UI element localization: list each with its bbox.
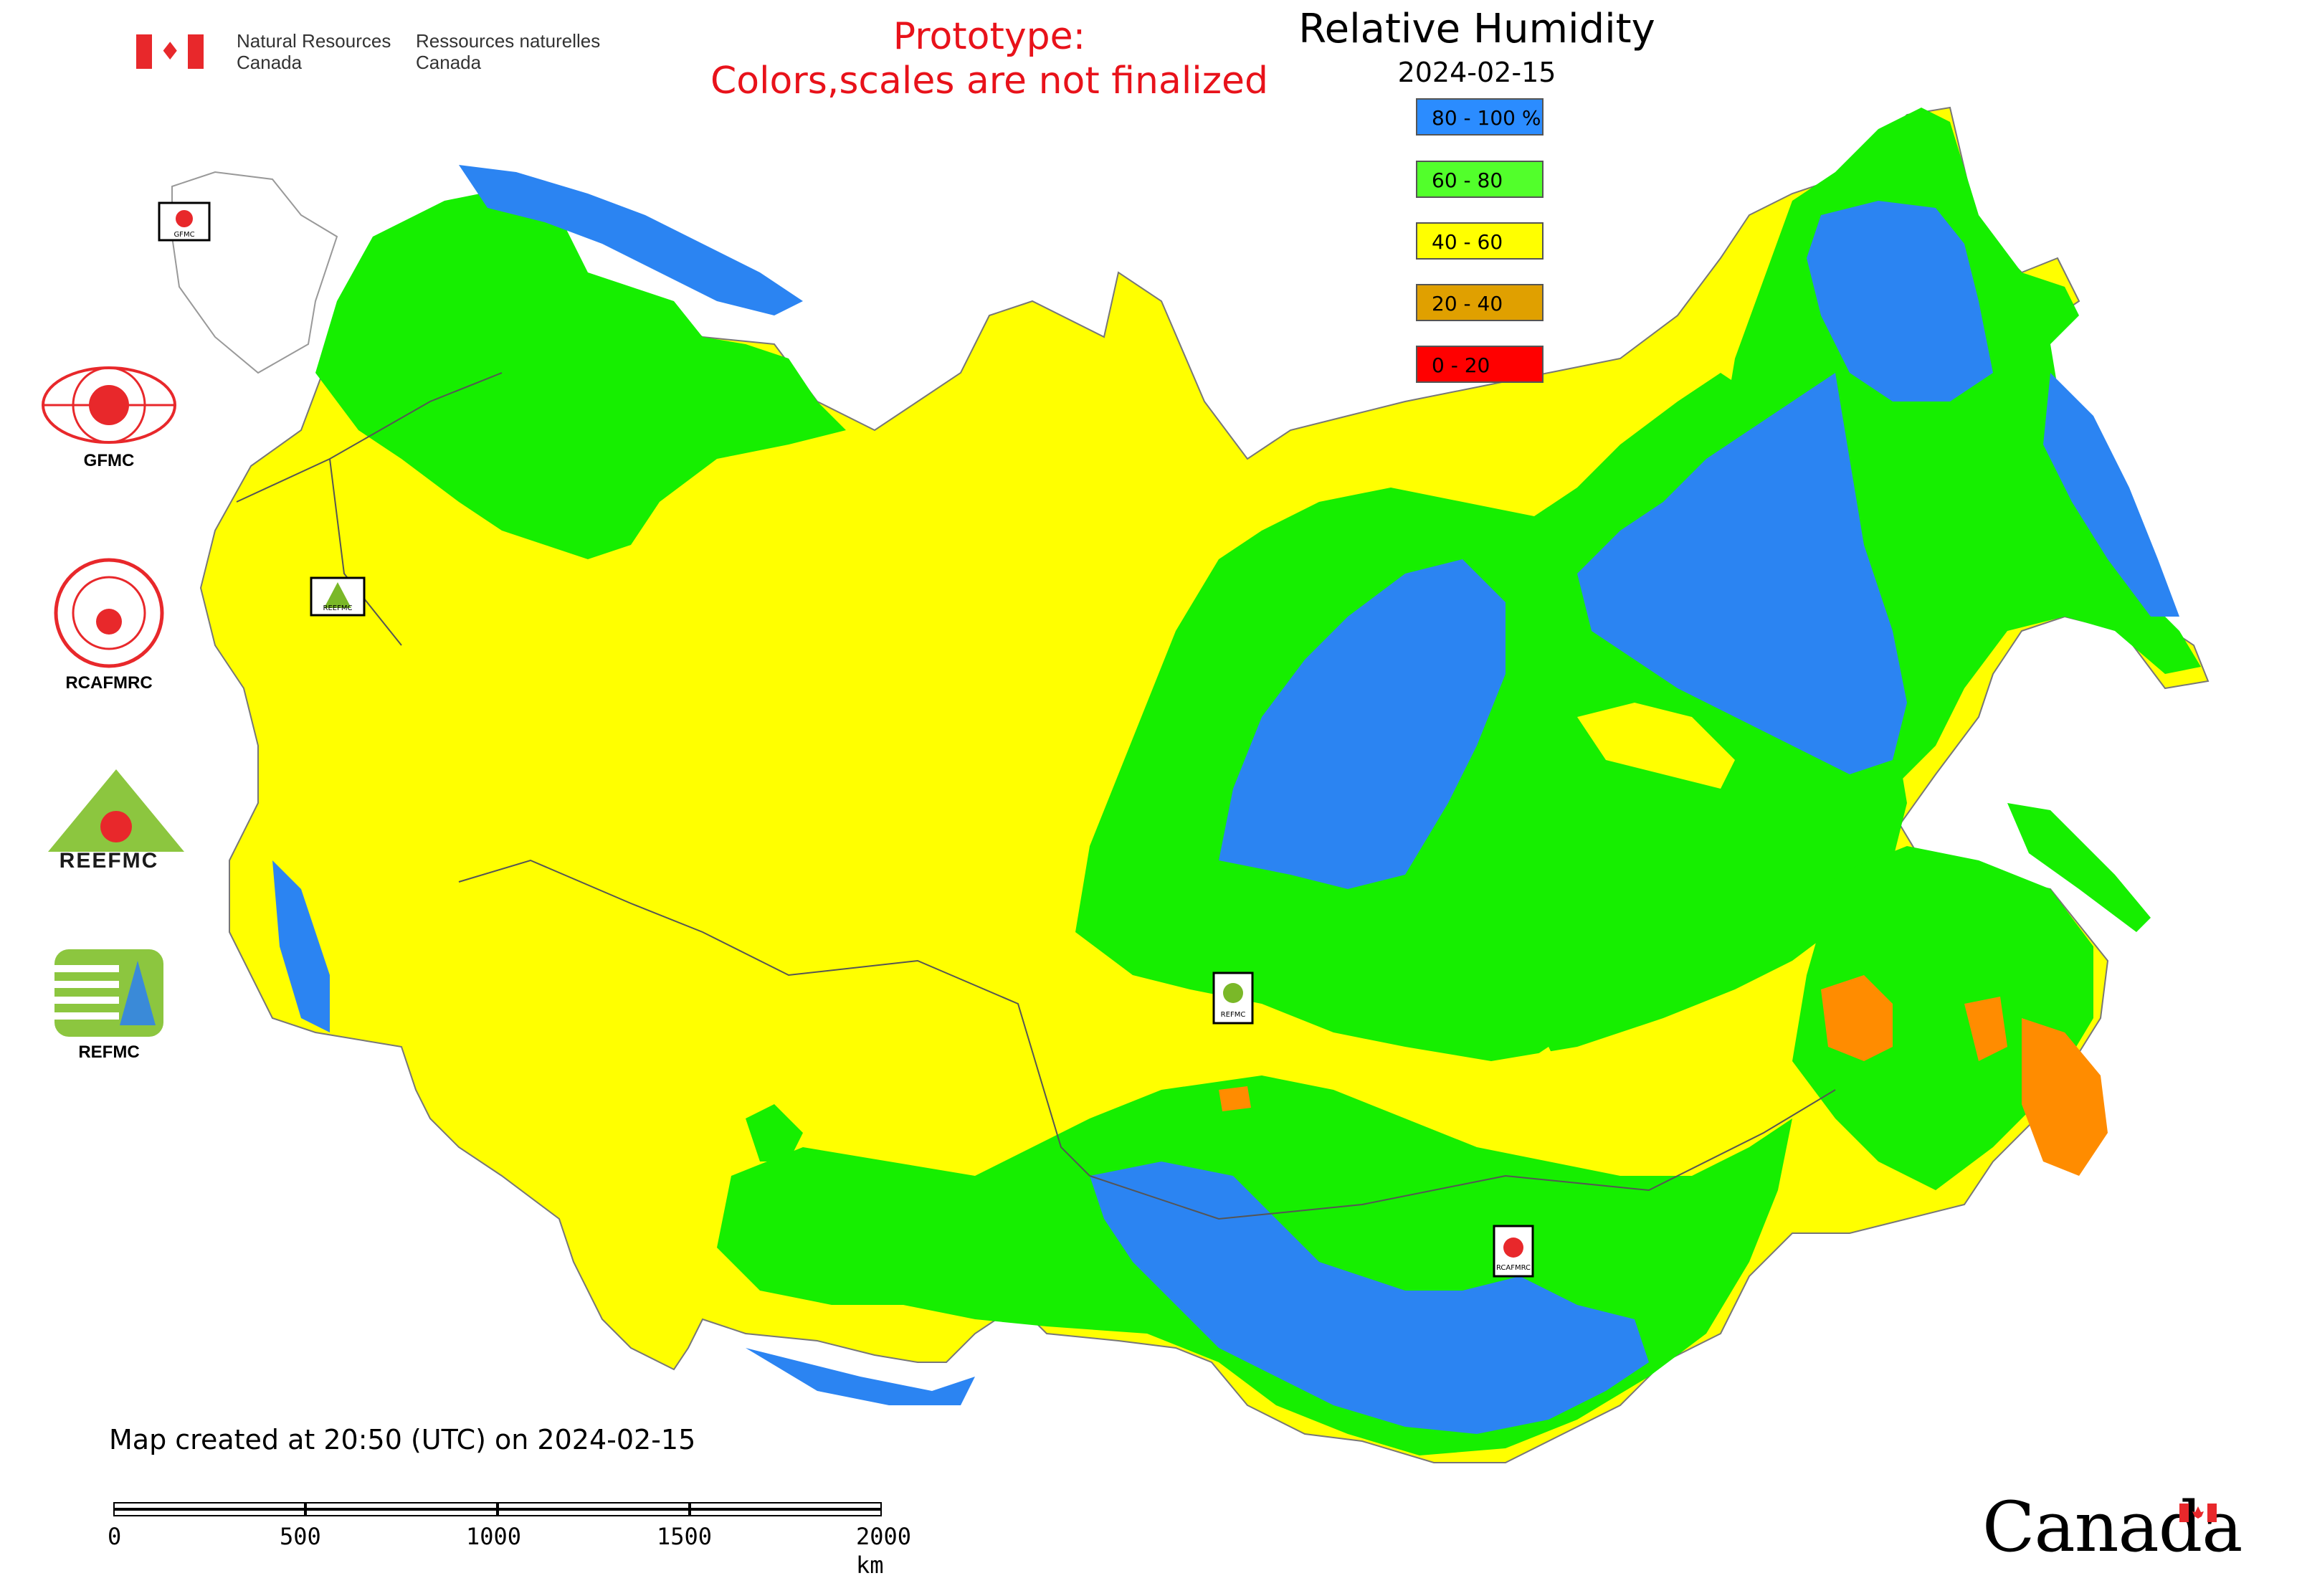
green-amur <box>1792 846 2093 1190</box>
gfmc-logo: GFMC <box>37 362 181 471</box>
scale-tick: 2000 km <box>856 1523 912 1579</box>
legend-item: 60 - 80 <box>1416 161 1544 198</box>
yellow-yakutia-valley <box>1577 703 1735 789</box>
blue-yakutia <box>1577 373 1907 774</box>
rcafmrc-logo: RCAFMRC <box>37 556 181 693</box>
orange-primorye <box>2022 1018 2108 1176</box>
reefmc-logo: REEFMC <box>37 766 184 873</box>
nrcan-signature: ♦ Natural Resources Canada Ressources na… <box>136 30 602 77</box>
agency-name-fr: Ressources naturelles Canada <box>416 30 601 73</box>
blue-chukotka <box>1807 201 1993 402</box>
gfmc-marker: GFMC <box>173 231 195 239</box>
legend-item: 40 - 60 <box>1416 222 1544 260</box>
green-northwest <box>315 186 846 559</box>
blue-aral <box>746 1348 975 1405</box>
scale-tick: 1000 <box>466 1523 522 1550</box>
refmc-logo: REFMC <box>37 946 181 1063</box>
green-kazakh <box>746 1104 803 1162</box>
scale-tick: 1500 <box>657 1523 713 1550</box>
legend-item: 0 - 20 <box>1416 346 1544 383</box>
green-sakhalin <box>2007 803 2151 932</box>
blue-mongolia-border <box>1090 1162 1649 1434</box>
blue-caspian <box>272 860 330 1032</box>
gfmc-globe-icon <box>42 366 176 444</box>
internal-borders <box>236 372 1836 1220</box>
prototype-notice: Prototype: Colors,scales are not finaliz… <box>710 15 1269 103</box>
map-date: 2024-02-15 <box>1397 57 1556 88</box>
scandinavia-outline <box>171 171 338 374</box>
yellow-baikal <box>1462 1047 1563 1147</box>
orange-manchuria <box>1821 975 1893 1061</box>
scale-bar: 0 500 1000 1500 2000 km <box>108 1502 925 1579</box>
agency-name-en: Natural Resources Canada <box>237 30 391 73</box>
legend-item: 20 - 40 <box>1416 284 1544 321</box>
scale-tick: 500 <box>280 1523 321 1550</box>
legend-item: 80 - 100 % <box>1416 98 1544 136</box>
map-created-timestamp: Map created at 20:50 (UTC) on 2024-02-15 <box>109 1424 696 1455</box>
reefmc-triangle-icon <box>48 769 184 852</box>
canada-flag-icon: ♦ <box>136 34 204 69</box>
blue-kamchatka <box>2043 373 2179 617</box>
blue-kola <box>459 165 803 315</box>
orange-khanka <box>1964 997 2007 1061</box>
refmc-marker: REFMC <box>1220 1011 1246 1019</box>
rcafmrc-marker: RCAFMRC <box>1495 1264 1531 1272</box>
canada-wordmark: Canada <box>1982 1487 2242 1567</box>
orange-small <box>1219 1086 1251 1111</box>
scale-tick: 0 <box>108 1523 122 1550</box>
refmc-emblem-icon <box>54 949 163 1037</box>
rcafmrc-seal-icon <box>54 558 164 668</box>
canada-wordmark-flag-icon <box>2179 1504 2217 1522</box>
reefmc-marker: REEFMC <box>323 604 353 612</box>
blue-central-siberia <box>1219 559 1506 889</box>
map-title: Relative Humidity <box>1298 6 1655 52</box>
